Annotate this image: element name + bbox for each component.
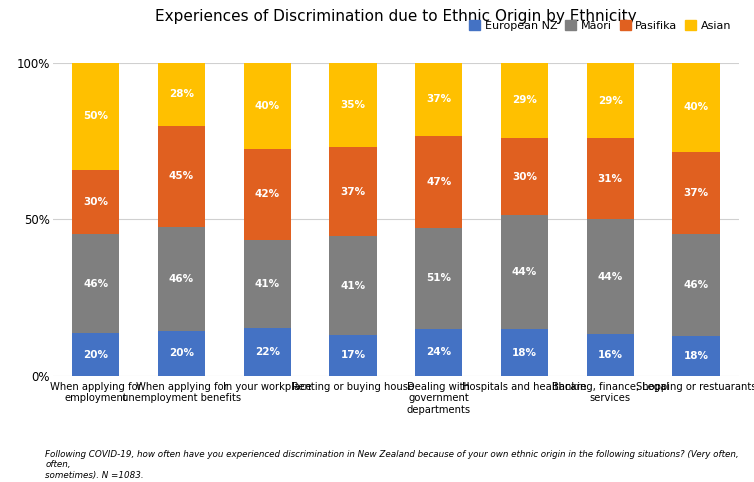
- Text: 29%: 29%: [512, 95, 537, 105]
- Text: 30%: 30%: [512, 172, 537, 182]
- Bar: [501, 138, 548, 215]
- Bar: [501, 329, 548, 376]
- Text: 17%: 17%: [340, 350, 366, 361]
- Bar: [158, 331, 205, 376]
- Text: 37%: 37%: [426, 94, 452, 104]
- Text: 20%: 20%: [169, 348, 194, 359]
- Text: 46%: 46%: [169, 274, 194, 284]
- Bar: [158, 227, 205, 331]
- Bar: [72, 234, 119, 333]
- Bar: [415, 135, 462, 228]
- Bar: [244, 149, 291, 240]
- Text: 31%: 31%: [598, 174, 623, 184]
- Text: 50%: 50%: [83, 111, 108, 121]
- Legend: European NZ, Māori, Pasifika, Asian: European NZ, Māori, Pasifika, Asian: [467, 18, 734, 33]
- Text: 46%: 46%: [683, 280, 709, 290]
- Bar: [329, 236, 376, 335]
- Text: 40%: 40%: [255, 101, 280, 111]
- Bar: [587, 63, 634, 138]
- Text: 37%: 37%: [683, 187, 709, 198]
- Text: 41%: 41%: [340, 281, 366, 291]
- Bar: [72, 333, 119, 376]
- Bar: [587, 138, 634, 219]
- Bar: [329, 147, 376, 236]
- Bar: [244, 328, 291, 376]
- Bar: [415, 329, 462, 376]
- Bar: [501, 215, 548, 329]
- Bar: [501, 63, 548, 138]
- Text: 18%: 18%: [684, 351, 709, 361]
- Bar: [329, 63, 376, 147]
- Text: 30%: 30%: [83, 197, 108, 207]
- Text: 51%: 51%: [426, 273, 451, 283]
- Bar: [673, 234, 719, 336]
- Text: 44%: 44%: [512, 268, 537, 277]
- Bar: [158, 63, 205, 126]
- Bar: [587, 334, 634, 376]
- Bar: [244, 63, 291, 149]
- Text: 20%: 20%: [83, 349, 108, 360]
- Text: 42%: 42%: [255, 189, 280, 200]
- Text: 28%: 28%: [169, 89, 194, 99]
- Text: 41%: 41%: [255, 279, 280, 289]
- Text: 16%: 16%: [598, 350, 623, 360]
- Text: 29%: 29%: [598, 95, 623, 106]
- Title: Experiences of Discrimination due to Ethnic Origin by Ethnicity: Experiences of Discrimination due to Eth…: [155, 9, 636, 24]
- Bar: [72, 170, 119, 234]
- Bar: [673, 336, 719, 376]
- Text: 18%: 18%: [512, 348, 537, 358]
- Bar: [158, 126, 205, 227]
- Bar: [587, 219, 634, 334]
- Bar: [415, 63, 462, 135]
- Text: 24%: 24%: [426, 348, 452, 357]
- Text: 22%: 22%: [255, 347, 280, 357]
- Bar: [329, 335, 376, 376]
- Bar: [673, 63, 719, 151]
- Text: 47%: 47%: [426, 177, 452, 187]
- Bar: [415, 228, 462, 329]
- Text: 45%: 45%: [169, 172, 194, 182]
- Text: 46%: 46%: [83, 279, 109, 289]
- Text: 44%: 44%: [598, 272, 623, 282]
- Text: 37%: 37%: [340, 187, 366, 197]
- Text: 35%: 35%: [341, 100, 366, 110]
- Text: 40%: 40%: [683, 102, 709, 112]
- Bar: [673, 151, 719, 234]
- Bar: [244, 240, 291, 328]
- Bar: [72, 63, 119, 170]
- Text: Following COVID-19, how often have you experienced discrimination in New Zealand: Following COVID-19, how often have you e…: [45, 450, 739, 480]
